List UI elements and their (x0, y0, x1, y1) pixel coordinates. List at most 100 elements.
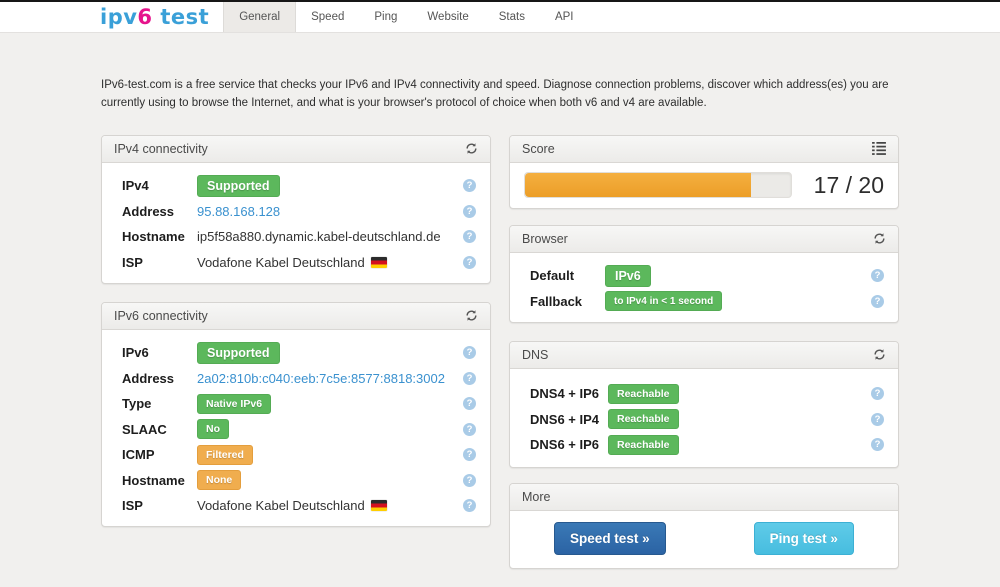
help-icon[interactable]: ? (463, 230, 476, 244)
row-label: Default (530, 268, 575, 284)
help-icon[interactable]: ? (871, 294, 884, 308)
help-icon[interactable]: ? (463, 179, 476, 193)
right-column: Score 17 / 20 Browser (509, 134, 899, 587)
status-badge: Reachable (608, 409, 679, 430)
row-label: DNS4 + IP6 (530, 386, 600, 402)
status-badge: Filtered (197, 444, 253, 465)
ipv6-panel-title: IPv6 connectivity (114, 308, 208, 323)
status-badge: Supported (197, 174, 280, 197)
refresh-icon[interactable] (465, 309, 478, 322)
germany-flag-icon (370, 500, 387, 512)
row-label: Hostname (122, 229, 185, 245)
help-icon[interactable]: ? (463, 255, 476, 269)
help-icon[interactable]: ? (463, 473, 476, 487)
list-icon[interactable] (872, 142, 886, 156)
intro-text: IPv6-test.com is a free service that che… (101, 79, 889, 110)
germany-flag-icon (370, 256, 387, 268)
status-badge: Reachable (608, 434, 679, 455)
browser-panel: Browser Default IPv6 ? Fallback to IPv4 … (509, 224, 899, 323)
table-row: IPv4 Supported ? (122, 173, 476, 199)
row-label: SLAAC (122, 421, 167, 437)
score-value: 17 / 20 (813, 171, 884, 198)
row-label: IPv4 (122, 178, 149, 194)
navbar: ipv6 test General Speed Ping Website Sta… (0, 2, 1000, 33)
score-panel: Score 17 / 20 (509, 134, 899, 209)
table-row: Hostname None ? (122, 467, 476, 493)
table-row: DNS4 + IP6 Reachable ? (530, 381, 884, 407)
tab-stats[interactable]: Stats (498, 11, 525, 23)
logo-text-6: 6 (137, 5, 153, 29)
help-icon[interactable]: ? (871, 412, 884, 426)
help-icon[interactable]: ? (463, 371, 476, 385)
refresh-icon[interactable] (873, 232, 886, 245)
row-label: ISP (122, 254, 143, 270)
logo-text: ipv (100, 5, 138, 29)
status-badge: Native IPv6 (197, 393, 272, 414)
row-label: Hostname (122, 472, 185, 488)
more-panel-title: More (522, 490, 551, 505)
table-row: DNS6 + IP6 Reachable ? (530, 432, 884, 458)
tab-speed[interactable]: Speed (311, 11, 345, 23)
row-label: Fallback (530, 293, 583, 309)
site-logo[interactable]: ipv6 test (100, 2, 209, 32)
ipv4-connectivity-panel: IPv4 connectivity IPv4 Supported ? Addre… (101, 134, 491, 284)
help-icon[interactable]: ? (463, 397, 476, 411)
table-row: ISP Vodafone Kabel Deutschland ? (122, 493, 476, 519)
table-row: Address 2a02:810b:c040:eeb:7c5e:8577:881… (122, 365, 476, 391)
table-row: Fallback to IPv4 in < 1 second ? (530, 288, 884, 314)
row-label: Address (122, 370, 175, 386)
hostname-value: ip5f58a880.dynamic.kabel-deutschland.de (197, 229, 441, 245)
status-badge: None (197, 470, 242, 491)
tab-website[interactable]: Website (427, 11, 469, 23)
speed-test-button[interactable]: Speed test » (554, 522, 666, 556)
row-label: Address (122, 203, 175, 219)
isp-value: Vodafone Kabel Deutschland (197, 498, 365, 514)
help-icon[interactable]: ? (871, 438, 884, 452)
dns-panel-title: DNS (522, 347, 549, 362)
help-icon[interactable]: ? (871, 387, 884, 401)
status-badge: No (197, 419, 229, 440)
table-row: Hostname ip5f58a880.dynamic.kabel-deutsc… (122, 224, 476, 250)
table-row: SLAAC No ? (122, 416, 476, 442)
help-icon[interactable]: ? (463, 448, 476, 462)
isp-value: Vodafone Kabel Deutschland (197, 254, 365, 270)
status-badge: Reachable (608, 383, 679, 404)
table-row: IPv6 Supported ? (122, 340, 476, 366)
ipv4-panel-title: IPv4 connectivity (114, 141, 208, 156)
ipv6-connectivity-panel: IPv6 connectivity IPv6 Supported ? Addre… (101, 301, 491, 528)
dns-panel: DNS DNS4 + IP6 Reachable ? DNS6 + IP4 Re… (509, 340, 899, 469)
table-row: DNS6 + IP4 Reachable ? (530, 406, 884, 432)
help-icon[interactable]: ? (463, 346, 476, 360)
row-label: ICMP (122, 447, 155, 463)
score-panel-title: Score (522, 141, 555, 156)
table-row: ICMP Filtered ? (122, 442, 476, 468)
row-label: DNS6 + IP6 (530, 437, 600, 453)
help-icon[interactable]: ? (463, 204, 476, 218)
window-top-edge (0, 0, 1000, 2)
nav-tabs: General Speed Ping Website Stats API (223, 2, 588, 32)
table-row: Address 95.88.168.128 ? (122, 198, 476, 224)
score-bar-fill (525, 173, 752, 198)
refresh-icon[interactable] (873, 348, 886, 361)
status-badge: to IPv4 in < 1 second (605, 291, 723, 312)
table-row: Default IPv6 ? (530, 263, 884, 289)
status-badge: IPv6 (605, 264, 651, 287)
ipv4-address-link[interactable]: 95.88.168.128 (197, 203, 281, 219)
help-icon[interactable]: ? (463, 499, 476, 513)
tab-general[interactable]: General (223, 2, 297, 32)
more-panel: More Speed test » Ping test » (509, 483, 899, 570)
ping-test-button[interactable]: Ping test » (753, 522, 854, 556)
help-icon[interactable]: ? (871, 269, 884, 283)
status-badge: Supported (197, 341, 280, 364)
table-row: Type Native IPv6 ? (122, 391, 476, 417)
help-icon[interactable]: ? (463, 422, 476, 436)
row-label: IPv6 (122, 345, 149, 361)
refresh-icon[interactable] (465, 142, 478, 155)
logo-text-test: test (152, 5, 210, 29)
row-label: Type (122, 396, 152, 412)
tab-api[interactable]: API (554, 11, 574, 23)
left-column: IPv4 connectivity IPv4 Supported ? Addre… (101, 134, 491, 587)
tab-ping[interactable]: Ping (374, 11, 398, 23)
table-row: ISP Vodafone Kabel Deutschland ? (122, 249, 476, 275)
ipv6-address-link[interactable]: 2a02:810b:c040:eeb:7c5e:8577:8818:3002 (197, 370, 445, 386)
